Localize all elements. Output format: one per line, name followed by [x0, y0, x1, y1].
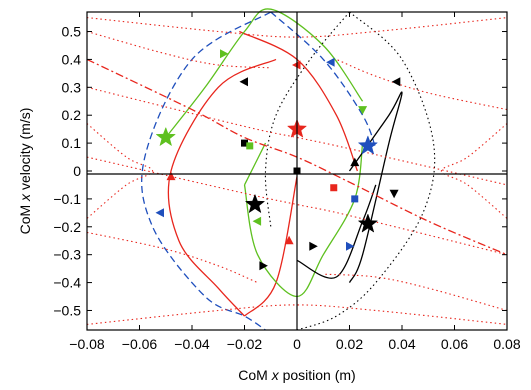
y-axis-title-part-1: CoM: [17, 201, 33, 234]
y-tick-label-6: −0.1: [53, 191, 81, 207]
y-tick-label-7: −0.2: [53, 219, 81, 235]
marker-tri-left-16: [391, 77, 401, 87]
marker-square-5: [241, 139, 248, 147]
x-tick-label-6: 0.04: [388, 336, 415, 352]
x-tick-label-8: 0.08: [493, 336, 520, 352]
marker-square-7: [330, 184, 338, 192]
marker-tri-up-10: [166, 171, 176, 181]
y-axis-title-part-3: velocity (m/s): [17, 108, 33, 194]
marker-tri-left-12: [292, 60, 301, 70]
marker-tri-right-22: [309, 241, 318, 251]
x-axis-title-var: x: [271, 367, 280, 383]
tick-label-layer: −0.08 −0.06 −0.04 −0.02 0 0.02 0.04 0.06 0.08 0.5…: [53, 24, 520, 352]
series-line-2: [239, 30, 359, 172]
marker-tri-left-15: [239, 77, 248, 87]
marker-tri-up-20: [284, 235, 294, 245]
marker-square-9: [246, 142, 254, 150]
y-tick-label-10: −0.5: [53, 302, 81, 318]
series-line-3: [165, 8, 364, 138]
series-line-20: [323, 273, 508, 312]
x-axis-title: CoM x position (m): [238, 367, 355, 383]
series-line-14: [440, 123, 508, 219]
series-line-17: [86, 30, 271, 69]
marker-tri-left-13: [326, 57, 335, 67]
marker-tri-down-18: [389, 189, 399, 199]
x-tick-label-2: −0.04: [174, 336, 210, 352]
x-tick-label-7: 0.06: [441, 336, 468, 352]
series-line-15: [86, 86, 508, 186]
series-line-13: [86, 123, 154, 219]
series-line-0: [167, 58, 277, 317]
marker-tri-right-21: [259, 261, 268, 271]
x-axis-title-part-3: position (m): [279, 367, 356, 383]
y-tick-label-9: −0.4: [53, 275, 81, 291]
y-axis-title: CoM x velocity (m/s): [17, 108, 33, 235]
x-axis-title-part-1: CoM: [238, 367, 271, 383]
marker-star-3: [244, 193, 266, 214]
marker-tri-left-14: [155, 208, 164, 218]
marker-square-8: [351, 195, 359, 203]
marker-star-2: [357, 135, 379, 155]
y-tick-label-3: 0.2: [62, 107, 82, 123]
series-line-9: [296, 184, 377, 279]
y-tick-label-2: 0.3: [62, 79, 82, 95]
y-tick-label-8: −0.3: [53, 247, 81, 263]
x-tick-label-3: −0.02: [227, 336, 263, 352]
y-tick-label-1: 0.4: [62, 51, 82, 67]
marker-tri-up-19: [350, 157, 360, 167]
series-line-6: [141, 11, 272, 331]
marker-tri-right-23: [346, 241, 355, 251]
x-tick-label-0: −0.08: [69, 336, 105, 352]
x-tick-label-1: −0.06: [122, 336, 158, 352]
series-line-11: [264, 11, 350, 227]
tick-layer: [86, 12, 508, 330]
marker-star-0: [155, 126, 176, 147]
marker-tri-down-17: [358, 106, 368, 115]
series-line-1: [244, 176, 298, 317]
x-tick-label-5: 0.02: [336, 336, 363, 352]
marker-layer: [155, 49, 401, 271]
y-tick-label-0: 0.5: [62, 24, 82, 40]
marker-tri-right-11: [220, 49, 229, 59]
marker-tri-left-24: [252, 216, 262, 226]
marker-star-4: [357, 213, 379, 233]
y-axis-title-var: x: [17, 193, 33, 202]
y-tick-label-5: 0: [73, 163, 81, 179]
x-tick-label-4: 0: [293, 336, 301, 352]
series-line-7: [270, 11, 377, 149]
series-line-8: [348, 91, 403, 283]
y-tick-label-4: 0.1: [62, 135, 82, 151]
